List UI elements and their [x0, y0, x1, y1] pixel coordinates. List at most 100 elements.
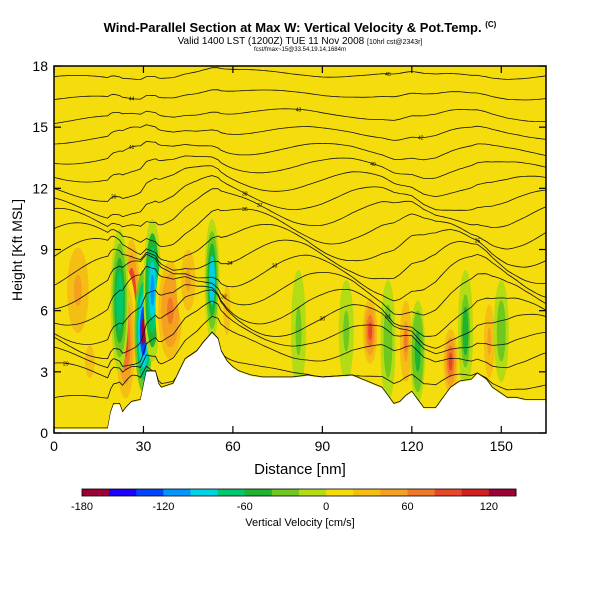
w-cell: [338, 280, 354, 383]
colorbar-tick-label: 60: [401, 501, 413, 513]
w-cell-shade: [185, 268, 191, 292]
isentrope-label: 31: [385, 314, 391, 320]
isentrope-label: 38: [242, 191, 248, 197]
y-tick-label: 6: [40, 303, 48, 319]
w-cell-shade: [229, 118, 237, 137]
isentrope-label: 45: [385, 72, 391, 78]
isentrope-line: [54, 124, 546, 145]
colorbar-swatch: [244, 489, 273, 496]
colorbar-swatch: [407, 489, 436, 496]
y-tick-label: 0: [40, 425, 48, 441]
y-tick-label: 18: [32, 58, 48, 74]
w-cell: [334, 66, 371, 148]
x-tick-label: 120: [400, 438, 424, 454]
colorbar-tick-label: -180: [71, 501, 93, 513]
w-cell: [218, 86, 248, 168]
isentrope-line: [54, 208, 546, 250]
isentrope-line: [54, 108, 546, 124]
w-cell-shade: [117, 284, 122, 317]
colorbar-swatch: [461, 489, 490, 496]
colorbar-tick-label: 120: [480, 501, 498, 513]
terrain: [54, 333, 546, 433]
isentrope-line: [54, 155, 546, 183]
w-cell-shade: [344, 319, 348, 343]
colorbar-swatch: [271, 489, 300, 496]
isentrope-line: [54, 331, 546, 399]
colorbar-swatch: [326, 489, 354, 496]
isentrope-line: [54, 265, 546, 326]
chart-title: Wind-Parallel Section at Max W: Vertical…: [103, 20, 497, 35]
y-tick-label: 15: [32, 119, 48, 135]
isentrope-line: [54, 165, 546, 202]
chart-note: fcst/fmax~15@33.54,19.14,1684m: [254, 47, 346, 53]
x-tick-label: 90: [315, 438, 331, 454]
w-cell-shade: [348, 97, 357, 116]
w-cell: [77, 320, 102, 403]
colorbar-swatch: [109, 489, 137, 496]
w-cell-shade: [167, 297, 174, 325]
x-tick-label: 0: [50, 438, 58, 454]
x-tick-label: 30: [136, 438, 152, 454]
isentrope-line: [54, 331, 546, 429]
isentrope-label: 29: [63, 361, 69, 367]
isentrope-label: 34: [227, 261, 233, 267]
isentrope-line: [54, 316, 546, 379]
colorbar-swatch: [217, 489, 246, 496]
isentrope-label: 43: [296, 107, 302, 113]
y-tick-label: 9: [40, 242, 48, 258]
colorbar-swatch: [136, 489, 164, 496]
isentrope-label: 32: [221, 295, 227, 301]
colorbar-swatch: [353, 489, 381, 496]
isentrope-line: [54, 284, 546, 345]
isentrope-label: 36: [242, 207, 248, 213]
w-cell-shade: [210, 266, 214, 294]
w-cell: [110, 229, 129, 372]
colorbar-frame: [81, 488, 517, 497]
w-cell: [361, 290, 380, 372]
colorbar-swatch: [82, 489, 110, 496]
x-tick-label: 60: [225, 438, 241, 454]
w-cell-shade: [150, 274, 155, 306]
y-tick-label: 12: [32, 180, 48, 196]
colorbar-swatch: [434, 489, 463, 496]
colorbar-swatch: [299, 489, 327, 496]
colorbar-label: Vertical Velocity [cm/s]: [245, 517, 355, 529]
isentrope-line: [54, 223, 546, 268]
isentrope-label: 30: [320, 316, 326, 322]
colorbar-tick-label: 0: [323, 501, 329, 513]
isentrope-line: [54, 175, 546, 219]
isentrope-line: [54, 67, 546, 80]
isentrope-line: [54, 89, 546, 101]
colorbar-swatch: [163, 489, 191, 496]
isentrope-label: 35: [475, 238, 481, 244]
y-tick-label: 3: [40, 364, 48, 380]
colorbar-swatch: [488, 489, 517, 496]
isentrope-line: [54, 289, 546, 360]
w-cell: [176, 229, 201, 332]
colorbar-tick-label: -60: [237, 501, 253, 513]
w-cell-shade: [404, 330, 408, 353]
w-cell-shade: [87, 352, 93, 371]
isentrope-line: [54, 300, 546, 369]
w-cell-shade: [368, 322, 373, 341]
isentrope-label: 42: [418, 136, 424, 142]
isentropes: 29 30 31 32 33 34 35 36 37 38 39 40 41 42 43 44 45: [54, 67, 546, 429]
colorbar: -180 -120 -60 0 60 120: [71, 488, 517, 513]
w-cell: [398, 290, 414, 393]
colorbar-swatch: [190, 489, 219, 496]
w-cell-shade: [448, 352, 453, 371]
isentrope-line: [54, 253, 546, 310]
w-cell-shade: [463, 317, 468, 345]
w-cell-shade: [487, 327, 492, 355]
x-tick-label: 150: [490, 438, 514, 454]
chart-subtitle: Valid 1400 LST (1200Z) TUE 11 Nov 2008 […: [177, 36, 423, 47]
colorbar-swatch: [380, 489, 408, 496]
x-axis-label: Distance [nm]: [254, 461, 346, 478]
isentrope-label: 37: [257, 203, 263, 209]
w-cell: [218, 249, 236, 372]
isentrope-line: [54, 188, 546, 229]
colorbar-tick-label: -120: [152, 501, 174, 513]
isentrope-line: [54, 140, 546, 165]
